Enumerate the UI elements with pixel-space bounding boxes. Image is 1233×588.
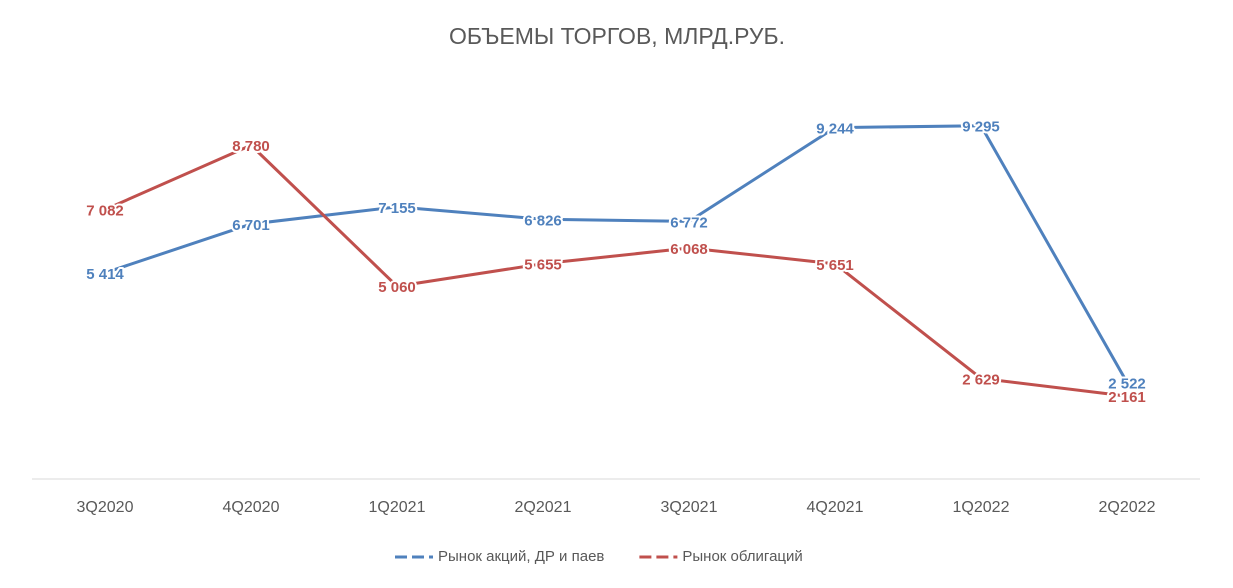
data-label: 9 295 — [962, 119, 1000, 136]
x-tick-label: 2Q2022 — [1099, 499, 1156, 516]
data-label: 7 082 — [86, 203, 124, 220]
data-label: 2 161 — [1108, 389, 1146, 406]
data-label: 6 826 — [524, 212, 562, 229]
data-label: 7 155 — [378, 200, 416, 217]
data-label: 2 629 — [962, 371, 1000, 388]
data-label: 6 772 — [670, 214, 708, 231]
x-tick-label: 3Q2021 — [661, 499, 718, 516]
data-label: 5 414 — [86, 266, 124, 283]
legend-label: Рынок облигаций — [682, 548, 802, 565]
chart-title: ОБЪЕМЫ ТОРГОВ, МЛРД.РУБ. — [449, 23, 785, 49]
legend-label: Рынок акций, ДР и паев — [438, 548, 604, 565]
data-label: 6 068 — [670, 241, 708, 258]
x-tick-label: 1Q2021 — [369, 499, 426, 516]
data-label: 2 522 — [1108, 375, 1146, 392]
x-tick-label: 3Q2020 — [77, 499, 134, 516]
data-label: 6 701 — [232, 217, 270, 234]
data-label: 8 780 — [232, 138, 270, 155]
data-label: 9 244 — [816, 121, 854, 138]
x-tick-label: 4Q2021 — [807, 499, 864, 516]
data-label: 5 655 — [524, 257, 562, 274]
x-tick-label: 2Q2021 — [515, 499, 572, 516]
series-line — [104, 124, 1129, 384]
x-tick-label: 1Q2022 — [953, 499, 1010, 516]
series-line — [104, 143, 1128, 398]
data-label: 5 060 — [378, 279, 416, 296]
data-label: 5 651 — [816, 257, 854, 274]
x-tick-label: 4Q2020 — [223, 499, 280, 516]
